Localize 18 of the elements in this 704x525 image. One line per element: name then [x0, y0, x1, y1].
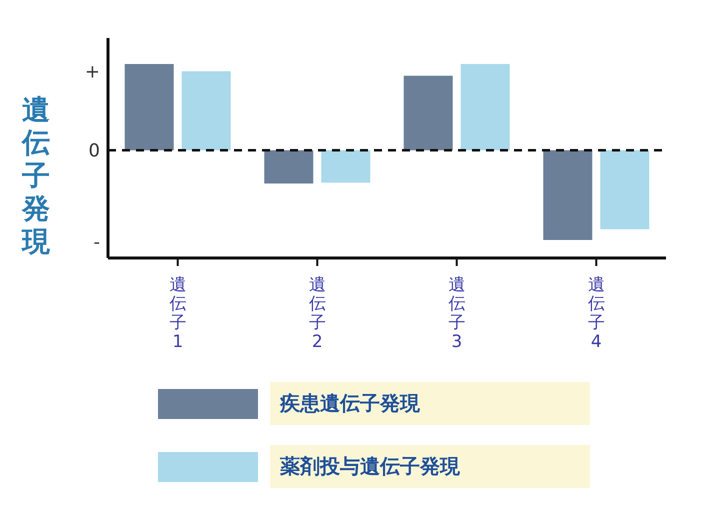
- y-axis-title: 遺伝子発現: [22, 93, 50, 258]
- bar: [404, 76, 453, 150]
- x-tick-label: 遺伝子4: [588, 275, 605, 352]
- bar: [321, 150, 370, 183]
- text: +: [84, 62, 100, 83]
- bar: [264, 150, 314, 184]
- bar: [600, 150, 650, 230]
- text: -: [94, 232, 100, 254]
- bar: [182, 71, 231, 150]
- bar: [124, 64, 174, 150]
- legend-label: 疾患遺伝子発現: [270, 382, 590, 425]
- x-tick-label: 遺伝子1: [169, 275, 186, 352]
- legend-label: 薬剤投与遺伝子発現: [270, 445, 590, 488]
- text: 0: [88, 140, 100, 162]
- x-tick-label: 遺伝子3: [448, 275, 466, 352]
- x-tick-label: 遺伝子2: [308, 275, 326, 352]
- bar: [460, 64, 510, 150]
- bar: [543, 150, 592, 240]
